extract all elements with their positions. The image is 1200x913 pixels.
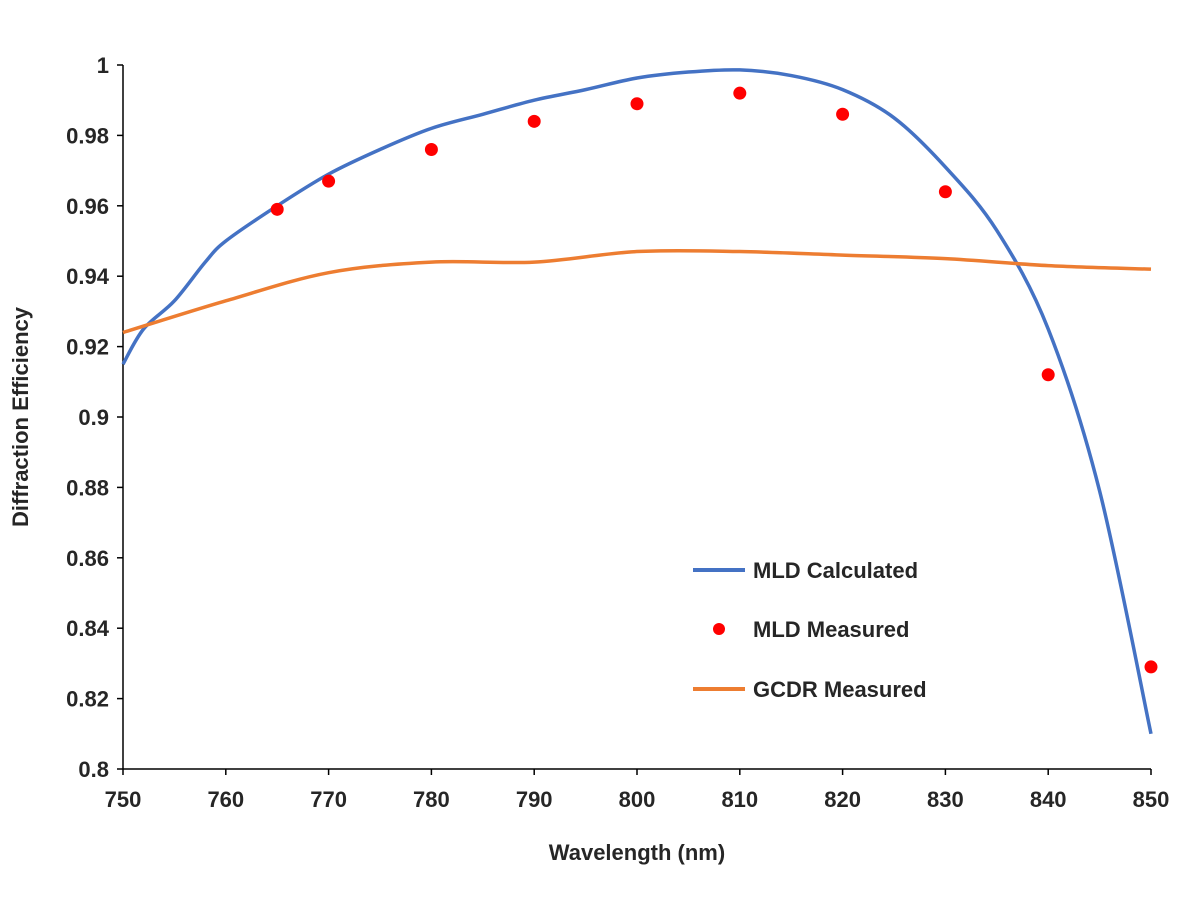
data-point-mld-measured [836,107,850,121]
x-tick-label: 810 [721,787,758,812]
legend: MLD Calculated MLD Measured GCDR Measure… [693,558,927,702]
x-tick-label: 770 [310,787,347,812]
data-point-mld-measured [1144,660,1158,674]
y-tick-label: 0.94 [66,264,110,289]
x-tick-label: 830 [927,787,964,812]
legend-label-mld-measured: MLD Measured [753,617,909,642]
x-tick-label: 750 [105,787,142,812]
y-tick-label: 1 [97,53,109,78]
data-point-mld-measured [527,114,541,128]
y-tick-label: 0.98 [66,123,109,148]
series-line-gcdr-measured [122,248,1152,335]
y-tick-label: 0.88 [66,475,109,500]
y-tick-label: 0.8 [78,757,109,782]
legend-swatch-mld-measured [713,623,725,635]
y-tick-label: 0.82 [66,687,109,712]
data-point-mld-measured [1041,368,1055,382]
y-axis-label: Diffraction Efficiency [8,306,33,527]
marks [121,68,1158,735]
x-tick-label: 840 [1030,787,1067,812]
y-tick-label: 0.96 [66,194,109,219]
data-point-mld-measured [630,97,644,111]
y-tick-label: 0.84 [66,616,110,641]
legend-label-gcdr-measured: GCDR Measured [753,677,927,702]
x-tick-label: 780 [413,787,450,812]
x-tick-label: 800 [619,787,656,812]
series-line-mld-calculated [121,68,1153,735]
x-tick-label: 790 [516,787,553,812]
data-point-mld-measured [733,86,747,100]
y-tick-label: 0.86 [66,546,109,571]
data-point-mld-measured [424,142,438,156]
axes: 750 760 770 780 790 800 810 820 830 840 850 0.8 0.82… [66,53,1169,812]
x-tick-label: 850 [1133,787,1170,812]
x-tick-label: 760 [207,787,244,812]
x-axis-label: Wavelength (nm) [549,840,725,865]
data-point-mld-measured [322,174,336,188]
y-tick-label: 0.92 [66,335,109,360]
legend-label-mld-calculated: MLD Calculated [753,558,918,583]
data-point-mld-measured [270,202,284,216]
x-tick-label: 820 [824,787,861,812]
data-point-mld-measured [938,185,952,199]
y-tick-label: 0.9 [78,405,109,430]
